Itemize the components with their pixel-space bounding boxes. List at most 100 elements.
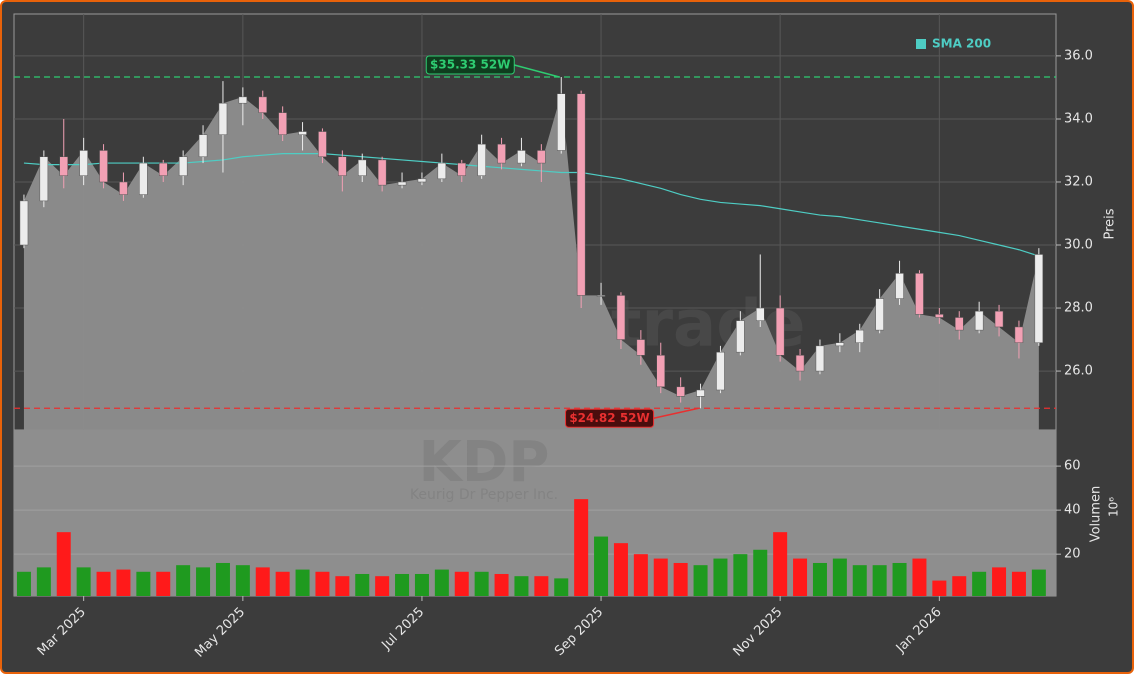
annotation-label: $24.82 52W xyxy=(569,411,649,425)
y-tick-label: 40 xyxy=(1064,503,1081,518)
volume-bar xyxy=(434,569,449,596)
annotation-arrow xyxy=(514,64,560,78)
price-area xyxy=(23,93,1039,430)
volume-bar xyxy=(116,569,131,596)
x-tick-label: Mar 2025 xyxy=(35,605,89,659)
candle-body xyxy=(775,307,785,356)
candle-body xyxy=(596,295,606,297)
volume-bar xyxy=(355,573,370,596)
y-tick-label: 26.0 xyxy=(1064,364,1093,379)
y-axis-label: Preis xyxy=(1103,208,1118,239)
volume-bar xyxy=(534,576,549,596)
candle-body xyxy=(79,150,88,176)
candle-body xyxy=(358,159,367,176)
candle-body xyxy=(955,317,964,331)
candle-body xyxy=(915,273,924,315)
volume-bar xyxy=(156,571,171,596)
x-tick-label: May 2025 xyxy=(192,605,248,661)
candle-body xyxy=(59,156,68,176)
volume-bar xyxy=(852,565,867,596)
candle-body xyxy=(676,386,685,397)
volume-bar xyxy=(96,571,111,596)
candle-body xyxy=(238,96,248,104)
annotation-box xyxy=(425,55,515,75)
candle-body xyxy=(318,131,327,158)
candle-body xyxy=(338,156,347,176)
candle-body xyxy=(278,112,287,135)
candle-body xyxy=(19,200,29,246)
volume-bar xyxy=(196,567,211,596)
volume-bar xyxy=(375,576,390,596)
annotation-label: $35.33 52W xyxy=(430,58,510,72)
candle-body xyxy=(994,310,1004,328)
volume-bar xyxy=(136,571,151,596)
volume-bar xyxy=(335,576,350,596)
candle-body xyxy=(99,150,108,183)
candle-body xyxy=(557,93,566,151)
candle-body xyxy=(298,131,307,135)
ticker-watermark: KDP xyxy=(419,430,550,495)
volume-bar xyxy=(594,536,609,596)
volume-bar xyxy=(872,565,887,596)
candle-body xyxy=(756,307,765,321)
volume-axis-label: Volumen xyxy=(1089,486,1104,543)
candle-body xyxy=(875,298,884,331)
candle-body xyxy=(218,102,228,135)
volume-bar xyxy=(693,565,708,596)
volume-bar xyxy=(494,573,509,596)
volume-bar xyxy=(414,573,429,596)
volume-bar xyxy=(255,567,270,596)
annotation-box xyxy=(565,408,655,428)
volume-bar xyxy=(812,562,827,596)
volume-bar xyxy=(992,567,1007,596)
volume-bar xyxy=(514,576,529,596)
candle-body xyxy=(377,159,387,186)
y-tick-label: 34.0 xyxy=(1064,111,1093,126)
candle-body xyxy=(636,339,646,356)
candle-body xyxy=(178,156,188,176)
volume-bar xyxy=(753,549,768,596)
candle-body xyxy=(477,143,486,176)
y-tick-label: 32.0 xyxy=(1064,174,1093,189)
candle-body xyxy=(656,355,665,388)
volume-bar xyxy=(653,558,668,596)
y-tick-label: 30.0 xyxy=(1064,238,1093,253)
company-watermark: Keurig Dr Pepper Inc. xyxy=(410,487,558,503)
candle-body xyxy=(576,93,586,296)
candle-body xyxy=(198,134,208,158)
volume-bar xyxy=(832,558,847,596)
volume-bar xyxy=(1031,569,1046,596)
volume-bar xyxy=(215,562,230,596)
candle-body xyxy=(1014,326,1024,343)
y-tick-label: 20 xyxy=(1064,547,1081,562)
volume-bar xyxy=(892,562,907,596)
candle-body xyxy=(119,181,128,195)
volume-bar xyxy=(574,499,589,596)
candle-body xyxy=(616,295,626,340)
x-tick-label: Sep 2025 xyxy=(552,605,606,659)
volume-bar xyxy=(474,571,489,596)
candle-body xyxy=(417,178,427,183)
volume-bar xyxy=(972,571,987,596)
volume-bar xyxy=(613,543,628,596)
candle-body xyxy=(736,320,745,353)
y-tick-label: 36.0 xyxy=(1064,48,1093,63)
candle-body xyxy=(935,314,944,318)
candle-body xyxy=(696,389,705,397)
candle-body xyxy=(139,162,148,195)
candle-body xyxy=(437,162,447,180)
volume-unit: 10⁶ xyxy=(1107,497,1121,517)
volume-bar xyxy=(56,532,71,596)
candle-body xyxy=(855,329,864,343)
candle-body xyxy=(517,150,526,164)
y-tick-label: 28.0 xyxy=(1064,301,1093,316)
volume-bar xyxy=(633,554,648,596)
volume-bar xyxy=(36,567,51,596)
volume-bar xyxy=(952,576,967,596)
volume-bar xyxy=(713,558,728,596)
volume-bar xyxy=(315,571,330,596)
volume-bar xyxy=(76,567,91,596)
volume-bar xyxy=(454,571,469,596)
